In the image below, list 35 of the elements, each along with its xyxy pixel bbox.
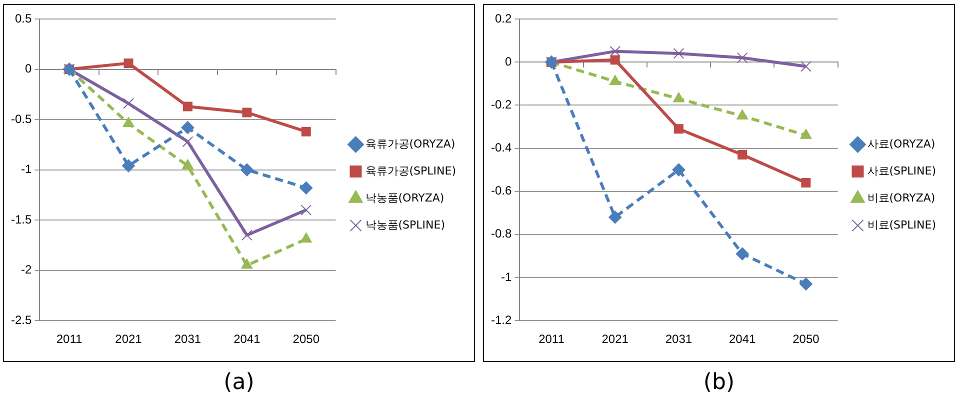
legend-label: 낙농품(SPLINE) [365, 218, 445, 232]
y-tick-label: -0.5 [10, 112, 32, 126]
legend-label: 육류가공(SPLINE) [365, 164, 456, 178]
x-tick-label: 2041 [728, 332, 756, 346]
y-tick-label: -1 [501, 270, 512, 284]
x-tick-label: 2011 [56, 332, 83, 346]
y-tick-label: -0.8 [490, 226, 512, 241]
legend-label: 육류가공(ORYZA) [365, 137, 456, 150]
x-tick-label: 2031 [665, 332, 692, 346]
text: (a) [222, 370, 256, 395]
y-tick-label: 0 [24, 62, 32, 76]
y-tick-label: -0.2 [490, 97, 512, 112]
x-tick-label: 2021 [602, 332, 629, 346]
y-tick-label: -0.4 [490, 140, 512, 155]
legend-label: 비료(SPLINE) [867, 218, 936, 232]
y-tick-label: -1.5 [10, 212, 32, 226]
x-tick-label: 2050 [792, 332, 820, 346]
legend-label: 낙농품(ORYZA) [365, 191, 444, 204]
y-tick-label: 0.5 [14, 11, 32, 26]
x-tick-label: 2011 [538, 332, 565, 346]
legend-label: 사료(SPLINE) [867, 164, 936, 178]
y-tick-label: -1.2 [490, 312, 512, 327]
legend-label: 비료(ORYZA) [867, 191, 936, 204]
y-tick-label: -1 [21, 162, 32, 176]
y-tick-label: -2 [21, 262, 32, 277]
x-tick-label: 2021 [115, 332, 142, 346]
y-tick-label: 0.2 [494, 11, 512, 26]
y-tick-label: -2.5 [10, 312, 32, 327]
x-tick-label: 2050 [292, 332, 320, 346]
y-tick-label: -0.6 [490, 184, 512, 198]
y-tick-label: 0 [504, 54, 512, 68]
legend-label: 사료(ORYZA) [867, 137, 936, 150]
text: (b) [702, 370, 736, 395]
x-tick-label: 2041 [234, 332, 261, 346]
x-tick-label: 2031 [174, 332, 202, 346]
